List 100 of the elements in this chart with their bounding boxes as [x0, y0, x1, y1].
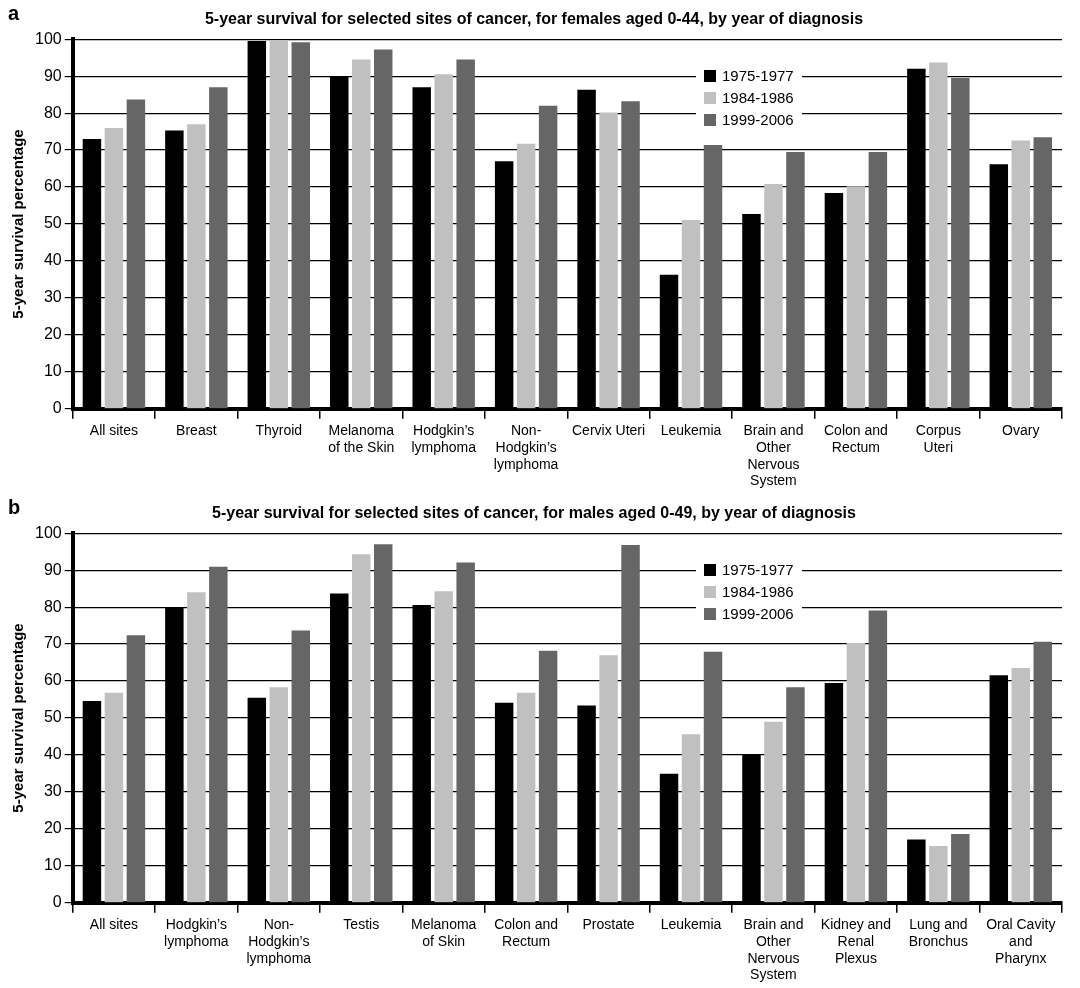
x-tick-label: Melanoma of the Skin	[328, 422, 395, 455]
y-tick-label: 50	[43, 214, 62, 232]
bar	[1011, 668, 1031, 903]
bar	[187, 124, 206, 409]
bar	[703, 144, 723, 409]
bar	[1011, 140, 1031, 409]
x-tick-label: Thyroid	[255, 422, 303, 439]
y-tick-label: 40	[43, 745, 62, 763]
bar	[373, 544, 393, 903]
bar	[951, 78, 970, 409]
bar	[764, 184, 783, 409]
legend-label: 1984-1986	[721, 88, 794, 109]
x-tick-label: Lung and Bronchus	[908, 916, 968, 949]
y-tick-label: 10	[43, 856, 62, 874]
chart-title: 5-year survival for selected sites of cancer, for females aged 0-44, by year of diagnosis	[204, 10, 864, 28]
legend-label: 1975-1977	[721, 560, 794, 581]
bar	[516, 143, 536, 409]
bar	[929, 62, 948, 409]
bar	[764, 721, 783, 903]
bar	[291, 42, 311, 409]
bar	[681, 734, 701, 903]
bar	[846, 186, 866, 409]
bar	[187, 592, 206, 903]
bar	[269, 41, 289, 409]
y-tick-label: 20	[43, 325, 62, 343]
text: b	[8, 495, 21, 518]
x-tick-label: All sites	[89, 916, 139, 933]
x-tick-label: Ovary	[1002, 422, 1040, 439]
x-tick-label: Oral Cavity and Pharynx	[986, 916, 1056, 966]
y-tick-label: 100	[34, 29, 62, 47]
legend-label: 1975-1977	[721, 66, 794, 87]
chart-title: 5-year survival for selected sites of cancer, for males aged 0-49, by year of diagnosis	[212, 504, 857, 522]
x-tick-label: Corpus Uteri	[915, 422, 961, 455]
bar	[538, 105, 558, 409]
y-tick-label: 30	[43, 288, 62, 306]
bar	[599, 655, 618, 903]
bar	[1033, 137, 1052, 409]
y-tick-label: 70	[43, 634, 62, 652]
y-tick-label: 10	[43, 362, 62, 380]
y-tick-label: 50	[43, 708, 62, 726]
bar	[703, 651, 723, 903]
bar	[209, 87, 228, 409]
y-tick-label: 30	[43, 782, 62, 800]
bar	[456, 59, 475, 409]
x-tick-label: Non-Hodgkin’s lymphoma	[246, 916, 312, 966]
bar	[621, 545, 640, 903]
bar	[434, 591, 453, 903]
legend-label: 1999-2006	[721, 110, 794, 131]
bar	[104, 127, 124, 409]
bar	[868, 610, 888, 903]
x-tick-label: All sites	[89, 422, 139, 439]
x-tick-label: Prostate	[582, 916, 635, 933]
x-tick-label: Kidney and Renal Plexus	[820, 916, 891, 966]
y-tick-label: 0	[52, 399, 62, 417]
bar	[951, 834, 970, 903]
bar	[516, 692, 536, 903]
bar	[456, 562, 475, 903]
x-tick-label: Breast	[176, 422, 217, 439]
y-axis-title: 5-year survival percentage	[9, 129, 27, 319]
text: a	[8, 1, 20, 24]
bar	[434, 74, 453, 409]
bar	[209, 566, 228, 903]
bar	[786, 687, 805, 903]
y-axis-title: 5-year survival percentage	[9, 623, 27, 813]
bar	[868, 151, 888, 409]
x-tick-label: Cervix Uteri	[572, 422, 646, 439]
bar	[621, 101, 640, 409]
bar	[352, 59, 371, 409]
bar	[929, 845, 948, 903]
x-tick-label: Leukemia	[660, 916, 722, 933]
y-tick-label: 70	[43, 140, 62, 158]
legend-label: 1984-1986	[721, 582, 794, 603]
y-tick-label: 20	[43, 819, 62, 837]
bar	[681, 219, 701, 409]
bar	[1033, 641, 1052, 903]
x-tick-label: Colon and Rectum	[494, 916, 559, 949]
x-tick-label: Hodgkin’s lymphoma	[164, 916, 229, 949]
x-tick-label: Brain and Other Nervous System	[743, 422, 804, 489]
x-tick-label: Melanoma of Skin	[411, 916, 477, 949]
bar	[291, 630, 311, 903]
bar	[126, 99, 146, 409]
bar	[538, 650, 558, 903]
x-tick-label: Colon and Rectum	[823, 422, 888, 455]
x-tick-label: Testis	[343, 916, 380, 933]
y-tick-label: 100	[34, 523, 62, 541]
bar	[104, 692, 124, 903]
y-tick-label: 60	[43, 177, 62, 195]
y-tick-label: 80	[43, 103, 62, 121]
bar	[373, 49, 393, 409]
bar	[846, 642, 866, 903]
y-tick-label: 90	[43, 560, 62, 578]
x-tick-label: Brain and Other Nervous System	[743, 916, 804, 983]
legend-label: 1999-2006	[721, 604, 794, 625]
y-tick-label: 40	[43, 251, 62, 269]
bar	[352, 554, 371, 903]
y-tick-label: 0	[52, 893, 62, 911]
y-tick-label: 80	[43, 597, 62, 615]
bar	[269, 687, 289, 903]
y-tick-label: 60	[43, 671, 62, 689]
bar	[786, 151, 805, 409]
